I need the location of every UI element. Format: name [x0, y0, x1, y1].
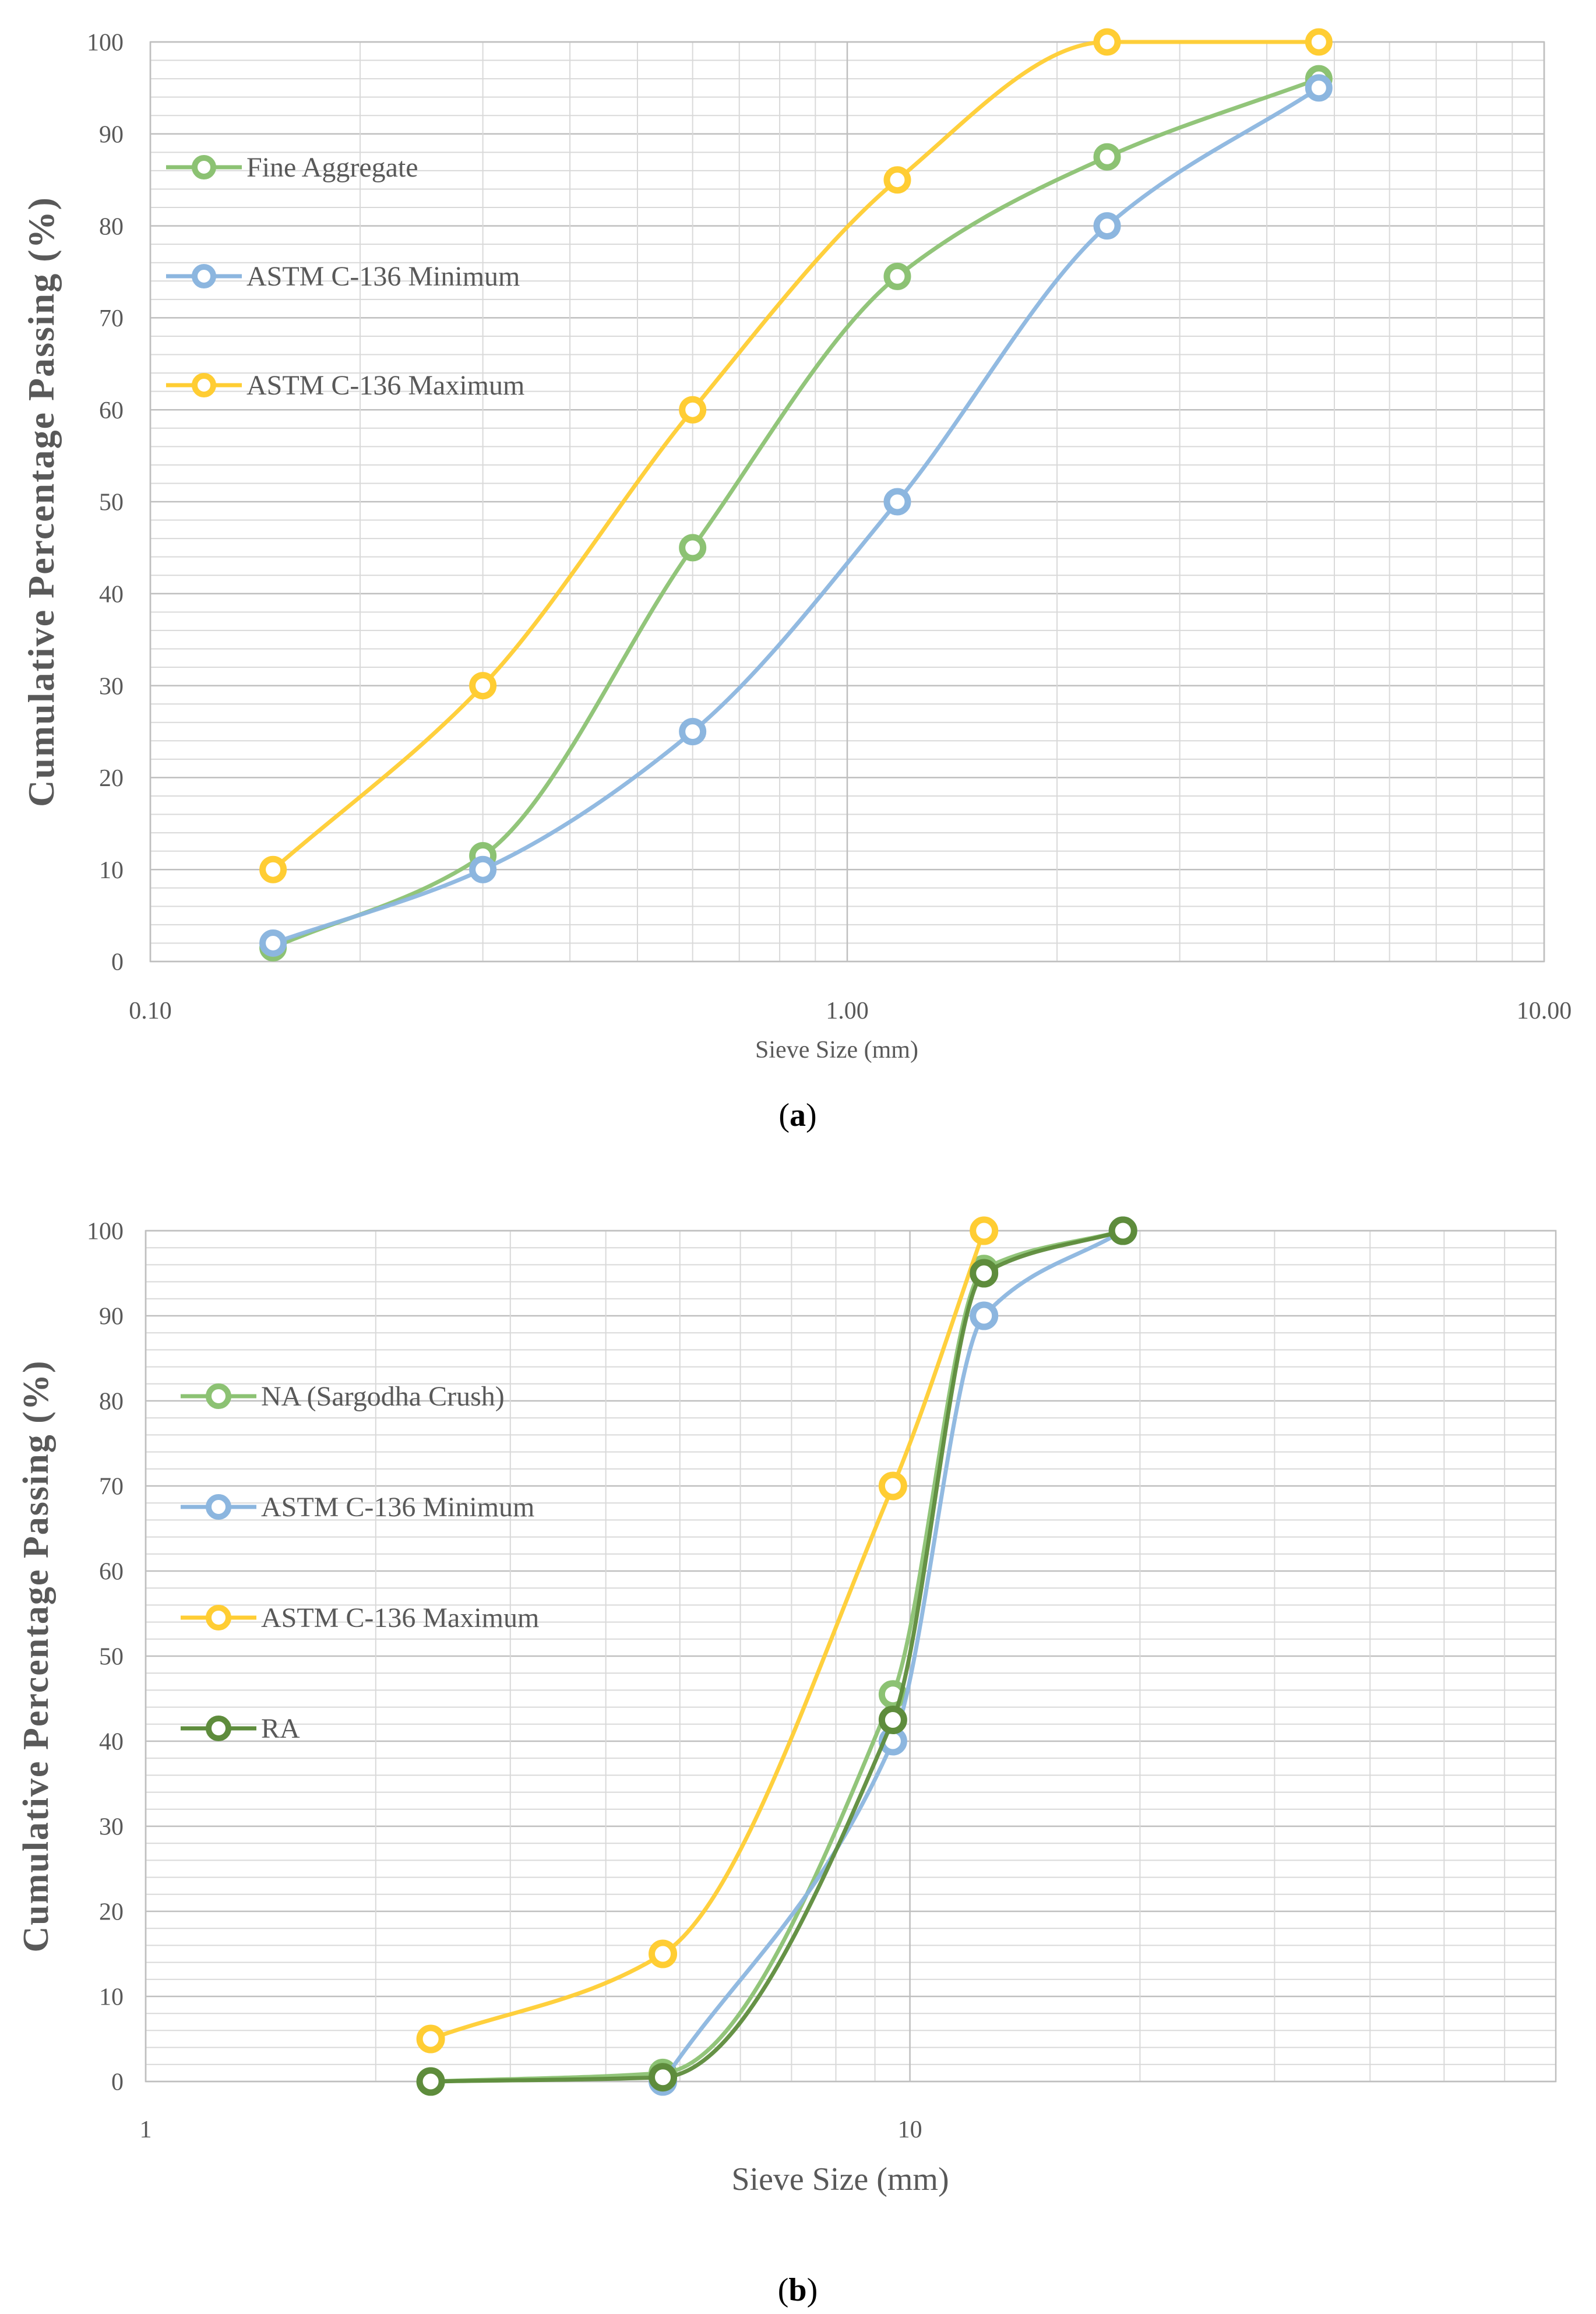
data-point [970, 1301, 999, 1330]
series-line [661, 1228, 1125, 2084]
data-point [469, 855, 497, 883]
x-axis-title: Sieve Size (mm) [755, 1037, 918, 1063]
x-tick-label: 10 [898, 2116, 922, 2143]
legend-swatch-marker [206, 1383, 231, 1409]
chart-a: 0 10 20 30 40 50 60 70 80 90 100 0.10 1.00 10.00 Sieve… [20, 28, 1572, 1063]
y-tick-label: 30 [99, 673, 124, 700]
data-point [416, 2024, 445, 2054]
data-point [416, 2067, 445, 2096]
x-tick-label: 0.10 [129, 998, 172, 1024]
legend-swatch-marker [206, 1605, 231, 1630]
legend-label: ASTM C-136 Minimum [246, 261, 520, 292]
legend-label: NA (Sargodha Crush) [261, 1381, 505, 1412]
legend-swatch-marker [206, 1494, 231, 1520]
caption-b: (b) [778, 2272, 818, 2308]
y-tick-label: 100 [87, 1218, 124, 1245]
data-point [1305, 28, 1333, 56]
x-tick-label: 10.00 [1517, 998, 1572, 1024]
y-tick-label: 50 [99, 489, 124, 516]
legend-swatch-marker [192, 373, 216, 397]
x-axis-title: Sieve Size (mm) [731, 2161, 949, 2197]
data-point [1093, 28, 1121, 56]
data-point [878, 1471, 907, 1501]
data-point [970, 1259, 999, 1288]
x-tick-label: 1.00 [826, 998, 869, 1024]
data-point [883, 488, 911, 516]
y-tick-label: 20 [99, 765, 124, 792]
data-point [679, 534, 707, 562]
data-point [883, 166, 911, 194]
y-tick-label: 40 [99, 582, 124, 608]
y-tick-label: 90 [99, 122, 124, 149]
legend-label: ASTM C-136 Maximum [246, 370, 524, 401]
legend-swatch-marker [192, 264, 216, 288]
plot-border [145, 1230, 1557, 2083]
data-point [970, 1216, 999, 1245]
data-point [878, 1706, 907, 1734]
legend-label: ASTM C-136 Minimum [261, 1492, 534, 1523]
y-tick-label: 10 [99, 857, 124, 884]
data-point [649, 2063, 678, 2092]
caption-a: (a) [778, 1097, 816, 1133]
legend-label: ASTM C-136 Maximum [261, 1602, 539, 1633]
data-point [679, 718, 707, 745]
y-tick-label: 100 [87, 30, 124, 57]
y-tick-label: 0 [111, 2069, 124, 2096]
y-tick-label: 60 [99, 1559, 124, 1586]
y-tick-label: 30 [99, 1814, 124, 1841]
data-point [1108, 1216, 1137, 1245]
y-tick-label: 60 [99, 397, 124, 424]
legend-label: Fine Aggregate [246, 152, 418, 183]
x-tick-label: 1 [140, 2116, 152, 2143]
legend-swatch-marker [206, 1716, 231, 1741]
y-axis-title: Cumulative Percentage Passing (%) [20, 196, 62, 807]
data-point [259, 929, 287, 957]
legend-label: RA [261, 1713, 300, 1744]
series-line [428, 1228, 987, 2041]
y-tick-label: 50 [99, 1644, 124, 1671]
plot-border [149, 41, 1545, 963]
y-tick-label: 80 [99, 213, 124, 240]
y-tick-label: 20 [99, 1899, 124, 1926]
data-point [1093, 143, 1121, 171]
y-axis-title: Cumulative Percentage Passing (%) [16, 1359, 56, 1952]
y-tick-label: 10 [99, 1984, 124, 2011]
y-tick-label: 80 [99, 1389, 124, 1415]
data-point [649, 1939, 678, 1968]
legend-swatch-marker [192, 155, 216, 179]
data-point [1093, 212, 1121, 240]
data-point [259, 855, 287, 883]
y-tick-label: 70 [99, 305, 124, 332]
data-point [883, 262, 911, 290]
data-point [469, 672, 497, 700]
y-tick-label: 70 [99, 1474, 124, 1501]
y-tick-label: 90 [99, 1304, 124, 1330]
y-tick-label: 40 [99, 1729, 124, 1756]
data-point [1305, 74, 1333, 102]
data-point [679, 396, 707, 424]
y-tick-label: 0 [111, 949, 124, 976]
